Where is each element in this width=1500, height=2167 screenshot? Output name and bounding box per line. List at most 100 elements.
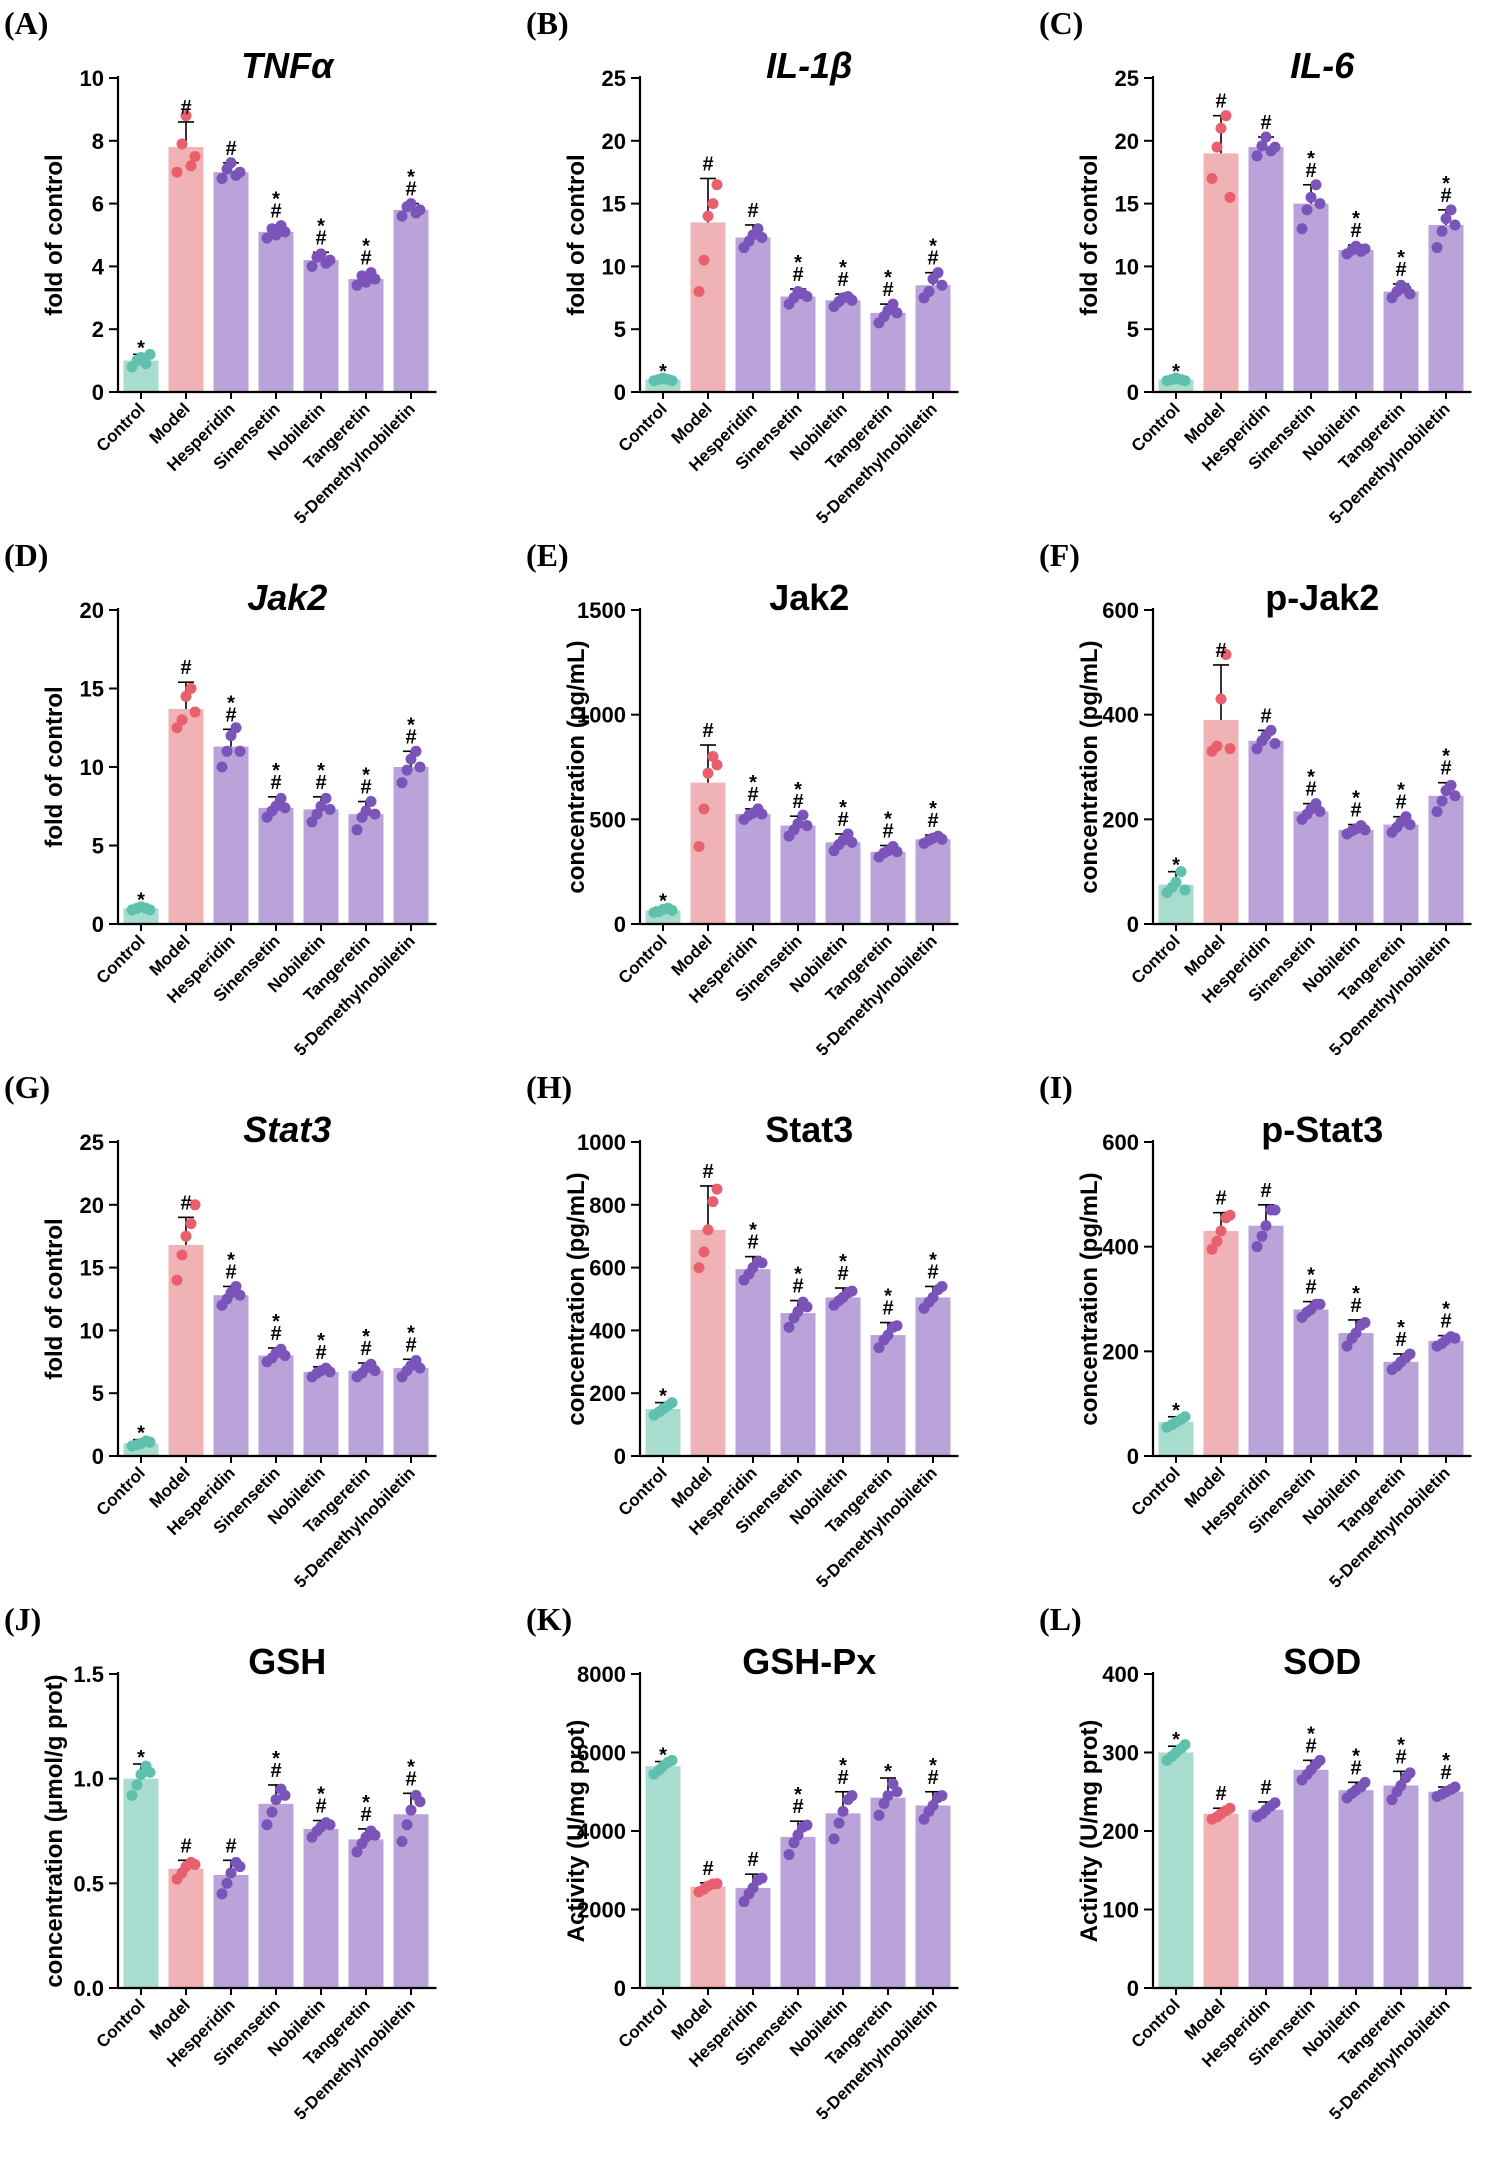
data-point bbox=[702, 210, 714, 222]
significance-mark: * bbox=[272, 1311, 280, 1333]
data-point bbox=[1404, 1348, 1416, 1360]
data-point bbox=[351, 279, 363, 291]
chart-title: Jak2 bbox=[769, 577, 849, 618]
data-point bbox=[324, 1819, 336, 1831]
bar-nobiletin bbox=[1338, 1333, 1374, 1456]
bar-control bbox=[1158, 1752, 1194, 1988]
data-point bbox=[1395, 1779, 1407, 1791]
data-point bbox=[1445, 779, 1457, 791]
significance-mark: # bbox=[702, 1161, 713, 1183]
data-point bbox=[261, 1819, 273, 1831]
data-point bbox=[144, 1766, 156, 1778]
significance-mark: # bbox=[747, 1232, 758, 1254]
significance-mark: * bbox=[1307, 148, 1315, 170]
significance-mark: * bbox=[839, 1251, 847, 1273]
data-point bbox=[842, 828, 854, 840]
significance-mark: # bbox=[1395, 1329, 1406, 1351]
x-tick-label: Control bbox=[1128, 1995, 1184, 2051]
y-axis-label: concentration (pg/mL) bbox=[563, 640, 590, 893]
bar-sinensetin bbox=[1293, 1309, 1329, 1456]
significance-mark: * bbox=[227, 1249, 235, 1271]
significance-mark: # bbox=[792, 1276, 803, 1298]
data-point bbox=[932, 267, 944, 279]
y-tick-label: 15 bbox=[80, 1256, 104, 1281]
significance-mark: # bbox=[1305, 779, 1316, 801]
significance-mark: # bbox=[360, 1338, 371, 1360]
data-point bbox=[711, 179, 723, 191]
significance-mark: * bbox=[1442, 746, 1450, 768]
significance-mark: * bbox=[794, 779, 802, 801]
chart-title: Stat3 bbox=[765, 1109, 853, 1150]
y-axis-label: concentration (μmol/g prot) bbox=[41, 1674, 68, 1987]
significance-mark: * bbox=[794, 1264, 802, 1286]
y-tick-label: 15 bbox=[80, 677, 104, 702]
significance-mark: # bbox=[1350, 220, 1361, 242]
x-tick-label: Control bbox=[1128, 1463, 1184, 1519]
data-point bbox=[1256, 1230, 1268, 1242]
bar-sinensetin bbox=[780, 825, 816, 924]
data-point bbox=[1436, 225, 1448, 237]
significance-mark: * bbox=[659, 1386, 667, 1408]
data-point bbox=[891, 307, 903, 319]
data-point bbox=[396, 1835, 408, 1847]
data-point bbox=[801, 291, 813, 303]
significance-mark: * bbox=[1172, 1400, 1180, 1422]
data-point bbox=[1359, 824, 1371, 836]
y-tick-label: 5 bbox=[1127, 317, 1139, 342]
significance-mark: # bbox=[792, 264, 803, 286]
data-point bbox=[1265, 724, 1277, 736]
bar-model bbox=[168, 147, 204, 392]
y-tick-label: 200 bbox=[1102, 1819, 1139, 1844]
significance-mark: # bbox=[1350, 1295, 1361, 1317]
data-point bbox=[1260, 131, 1272, 143]
significance-mark: # bbox=[180, 97, 191, 119]
significance-mark: # bbox=[270, 1323, 281, 1345]
data-point bbox=[918, 1813, 930, 1825]
x-tick-label: Control bbox=[615, 1995, 671, 2051]
panel-letter: (F) bbox=[1039, 537, 1080, 573]
data-point bbox=[698, 254, 710, 266]
significance-mark: * bbox=[1172, 361, 1180, 383]
significance-mark: # bbox=[1395, 259, 1406, 281]
bar-sinensetin bbox=[780, 1313, 816, 1456]
bar-tangeretin bbox=[348, 1370, 384, 1456]
data-point bbox=[1449, 1332, 1461, 1344]
bar-nobiletin bbox=[1338, 1790, 1374, 1988]
data-point bbox=[279, 1789, 291, 1801]
data-point bbox=[707, 1196, 719, 1208]
y-tick-label: 0 bbox=[92, 380, 104, 405]
y-axis-label: concentration (pg/mL) bbox=[1076, 1172, 1103, 1425]
significance-mark: * bbox=[1397, 1317, 1405, 1339]
significance-mark: * bbox=[407, 167, 415, 189]
data-point bbox=[414, 1362, 426, 1374]
bar-hesperidin bbox=[1248, 740, 1284, 924]
data-point bbox=[1314, 1754, 1326, 1766]
chart-title: GSH-Px bbox=[742, 1641, 876, 1682]
y-tick-label: 8000 bbox=[577, 1662, 626, 1687]
bar-sinensetin bbox=[258, 1803, 294, 1988]
y-tick-label: 400 bbox=[1102, 1662, 1139, 1687]
bar-hesperidin bbox=[1248, 147, 1284, 392]
significance-mark: * bbox=[659, 361, 667, 383]
data-point bbox=[189, 1199, 201, 1211]
data-point bbox=[1170, 876, 1182, 888]
data-point bbox=[1220, 110, 1232, 122]
data-point bbox=[752, 223, 764, 235]
significance-mark: # bbox=[315, 1342, 326, 1364]
bar-5-demethylnobiletin bbox=[1428, 1791, 1464, 1988]
significance-mark: # bbox=[1350, 1757, 1361, 1779]
data-point bbox=[891, 1786, 903, 1798]
y-tick-label: 0.0 bbox=[73, 1976, 104, 2001]
data-point bbox=[360, 805, 372, 817]
data-point bbox=[1179, 1739, 1191, 1751]
data-point bbox=[1404, 1767, 1416, 1779]
data-point bbox=[414, 204, 426, 216]
data-point bbox=[666, 1754, 678, 1766]
bar-5-demethylnobiletin bbox=[393, 1368, 429, 1456]
y-tick-label: 6 bbox=[92, 192, 104, 217]
bar-sinensetin bbox=[258, 231, 294, 392]
significance-mark: # bbox=[927, 810, 938, 832]
significance-mark: # bbox=[927, 248, 938, 270]
y-tick-label: 15 bbox=[1115, 192, 1139, 217]
